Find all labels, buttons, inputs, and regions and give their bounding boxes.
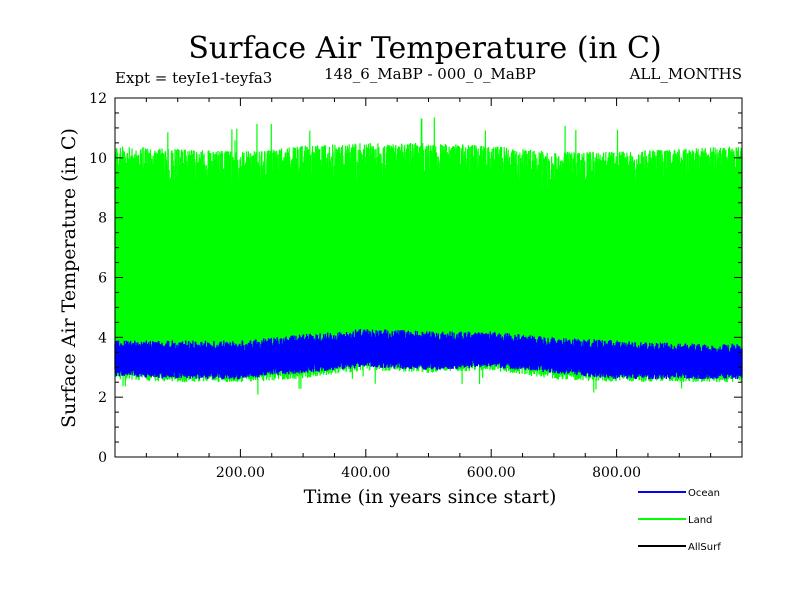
experiment-label: Expt = teyIe1-teyfa3 bbox=[115, 69, 272, 87]
y-tick-label: 8 bbox=[98, 211, 107, 227]
x-tick-label: 200.00 bbox=[216, 465, 265, 481]
x-tick-label: 800.00 bbox=[592, 465, 641, 481]
x-tick-label: 400.00 bbox=[341, 465, 390, 481]
y-tick-label: 6 bbox=[98, 271, 107, 287]
comparison-label: 148_6_MaBP - 000_0_MaBP bbox=[324, 65, 536, 83]
y-tick-label: 0 bbox=[98, 450, 107, 466]
plot-data bbox=[114, 117, 743, 395]
y-tick-label: 12 bbox=[89, 91, 107, 107]
chart-title: Surface Air Temperature (in C) bbox=[188, 31, 661, 66]
legend-label-land: Land bbox=[688, 515, 712, 526]
ticks: 0 2 4 6 8 10 12 200.00 400.00 600.00 800.00 bbox=[89, 91, 742, 481]
series-line-ocean bbox=[114, 328, 743, 380]
legend-label-ocean: Ocean bbox=[688, 488, 720, 499]
y-axis-label: Surface Air Temperature (in C) bbox=[58, 128, 80, 428]
legend: Ocean Land AllSurf bbox=[638, 488, 721, 553]
series-line-land bbox=[114, 117, 743, 395]
x-axis-label: Time (in years since start) bbox=[304, 486, 557, 508]
y-tick-label: 2 bbox=[98, 390, 107, 406]
y-tick-label: 10 bbox=[89, 151, 107, 167]
x-tick-label: 600.00 bbox=[467, 465, 516, 481]
y-tick-label: 4 bbox=[98, 330, 107, 346]
legend-label-allsurf: AllSurf bbox=[688, 542, 721, 553]
months-label: ALL_MONTHS bbox=[629, 65, 742, 83]
